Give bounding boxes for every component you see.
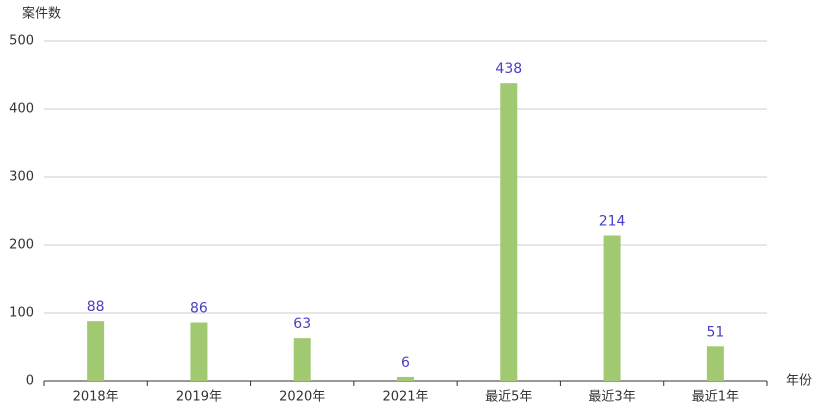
- bar: [87, 321, 105, 381]
- y-axis-title: 案件数: [22, 7, 61, 22]
- value-label: 6: [401, 355, 410, 371]
- x-tick-label: 最近1年: [692, 390, 739, 405]
- value-label: 63: [293, 316, 311, 332]
- bar: [397, 376, 414, 381]
- x-tick-label: 2018年: [73, 390, 119, 405]
- bar: [603, 235, 621, 381]
- bar: [706, 346, 724, 381]
- x-tick-label: 2019年: [176, 390, 222, 405]
- y-tick-label: 100: [9, 306, 34, 321]
- y-tick-label: 500: [9, 34, 34, 49]
- value-label: 86: [190, 301, 208, 317]
- value-label: 88: [87, 299, 105, 315]
- bar: [293, 338, 311, 381]
- value-label: 438: [495, 61, 522, 77]
- value-label: 51: [706, 324, 724, 340]
- bar: [190, 322, 208, 381]
- y-tick-label: 300: [9, 170, 34, 185]
- x-tick-label: 2021年: [382, 390, 428, 405]
- y-tick-label: 200: [9, 238, 34, 253]
- y-tick-label: 400: [9, 102, 34, 117]
- x-tick-label: 最近5年: [485, 390, 532, 405]
- value-label: 214: [599, 213, 626, 229]
- x-axis-title: 年份: [786, 374, 812, 389]
- x-tick-label: 2020年: [279, 390, 325, 405]
- y-tick-label: 0: [26, 374, 34, 389]
- bar: [500, 83, 518, 381]
- x-tick-label: 最近3年: [588, 390, 635, 405]
